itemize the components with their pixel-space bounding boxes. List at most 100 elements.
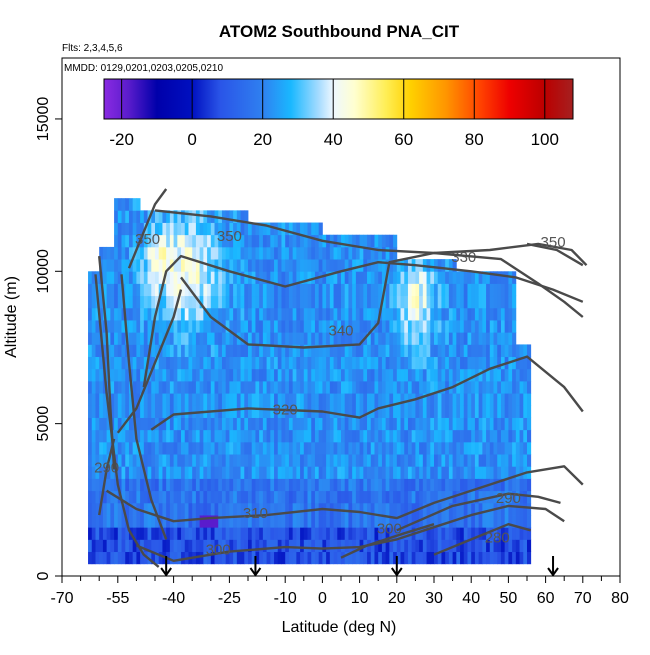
heatmap-cell — [374, 478, 379, 492]
heatmap-cell — [493, 344, 498, 358]
heatmap-cell — [140, 283, 145, 297]
heatmap-cell — [136, 320, 141, 333]
heatmap-cell — [359, 454, 364, 467]
heatmap-cell — [88, 368, 93, 382]
heatmap-cell — [244, 210, 249, 223]
heatmap-cell — [441, 478, 446, 492]
heatmap-cell — [218, 344, 223, 358]
heatmap-cell — [203, 234, 208, 248]
heatmap-cell — [218, 551, 223, 565]
heatmap-cell — [221, 246, 227, 260]
heatmap-cell — [318, 332, 323, 345]
heatmap-cell — [486, 368, 491, 382]
heatmap-cell — [199, 478, 204, 492]
heatmap-cell — [162, 234, 167, 248]
heatmap-cell — [188, 405, 193, 418]
heatmap-cell — [407, 441, 413, 455]
heatmap-cell — [199, 332, 204, 345]
heatmap-cell — [396, 466, 401, 479]
heatmap-cell — [262, 320, 267, 333]
heatmap-cell — [467, 490, 472, 504]
heatmap-cell — [426, 368, 431, 382]
heatmap-cell — [166, 441, 171, 455]
heatmap-cell — [251, 454, 256, 467]
heatmap-cell — [229, 539, 234, 553]
heatmap-cell — [407, 405, 413, 418]
heatmap-cell — [363, 417, 368, 431]
heatmap-cell — [203, 466, 208, 479]
heatmap-cell — [266, 320, 271, 333]
heatmap-cell — [244, 502, 249, 516]
heatmap-cell — [177, 429, 182, 443]
heatmap-cell — [500, 490, 506, 504]
heatmap-cell — [326, 393, 331, 406]
heatmap-cell — [493, 466, 498, 479]
heatmap-cell — [523, 539, 528, 553]
heatmap-cell — [155, 380, 160, 394]
heatmap-cell — [467, 429, 472, 443]
heatmap-cell — [355, 246, 360, 260]
heatmap-cell — [396, 368, 401, 382]
heatmap-cell — [329, 283, 334, 297]
heatmap-cell — [311, 259, 316, 272]
heatmap-cell — [467, 393, 472, 406]
heatmap-cell — [400, 295, 405, 309]
heatmap-cell — [102, 515, 108, 528]
heatmap-cell — [270, 332, 275, 345]
heatmap-cell — [251, 490, 256, 504]
heatmap-cell — [266, 344, 271, 358]
x-tick-label: 50 — [500, 590, 518, 607]
heatmap-cell — [367, 527, 372, 540]
heatmap-cell — [303, 344, 308, 358]
x-axis-label: Latitude (deg N) — [282, 619, 397, 636]
heatmap-cell — [221, 417, 227, 431]
heatmap-cell — [318, 259, 323, 272]
heatmap-cell — [352, 356, 357, 370]
heatmap-cell — [352, 295, 357, 309]
heatmap-cell — [117, 539, 122, 553]
heatmap-cell — [169, 332, 174, 345]
heatmap-cell — [486, 417, 491, 431]
heatmap-cell — [500, 502, 506, 516]
heatmap-cell — [434, 368, 439, 382]
heatmap-cell — [437, 539, 442, 553]
heatmap-cell — [259, 417, 264, 431]
heatmap-cell — [181, 332, 186, 345]
heatmap-cell — [195, 515, 201, 528]
heatmap-cell — [314, 539, 320, 553]
heatmap-cell — [307, 307, 312, 321]
heatmap-cell — [434, 380, 439, 394]
heatmap-cell — [195, 295, 201, 309]
heatmap-cell — [177, 246, 182, 260]
heatmap-cell — [512, 551, 517, 565]
heatmap-cell — [307, 295, 312, 309]
heatmap-cell — [288, 344, 294, 358]
heatmap-cell — [307, 393, 312, 406]
heatmap-cell — [318, 466, 323, 479]
heatmap-cell — [292, 454, 297, 467]
heatmap-cell — [467, 454, 472, 467]
heatmap-cell — [266, 393, 271, 406]
heatmap-cell — [240, 234, 245, 248]
heatmap-cell — [136, 466, 141, 479]
heatmap-cell — [359, 307, 364, 321]
heatmap-cell — [184, 356, 189, 370]
heatmap-cell — [285, 429, 290, 443]
heatmap-cell — [203, 441, 208, 455]
heatmap-cell — [322, 527, 327, 540]
heatmap-cell — [136, 356, 141, 370]
heatmap-cell — [333, 405, 338, 418]
heatmap-cell — [173, 332, 178, 345]
heatmap-cell — [329, 515, 334, 528]
heatmap-cell — [158, 332, 163, 345]
heatmap-cell — [300, 344, 305, 358]
heatmap-cell — [203, 332, 208, 345]
heatmap-cell — [285, 539, 290, 553]
heatmap-cell — [370, 515, 375, 528]
heatmap-cell — [248, 502, 253, 516]
heatmap-cell — [140, 515, 145, 528]
heatmap-cell — [426, 551, 431, 565]
heatmap-cell — [434, 551, 439, 565]
heatmap-cell — [233, 271, 238, 284]
heatmap-cell — [523, 429, 528, 443]
